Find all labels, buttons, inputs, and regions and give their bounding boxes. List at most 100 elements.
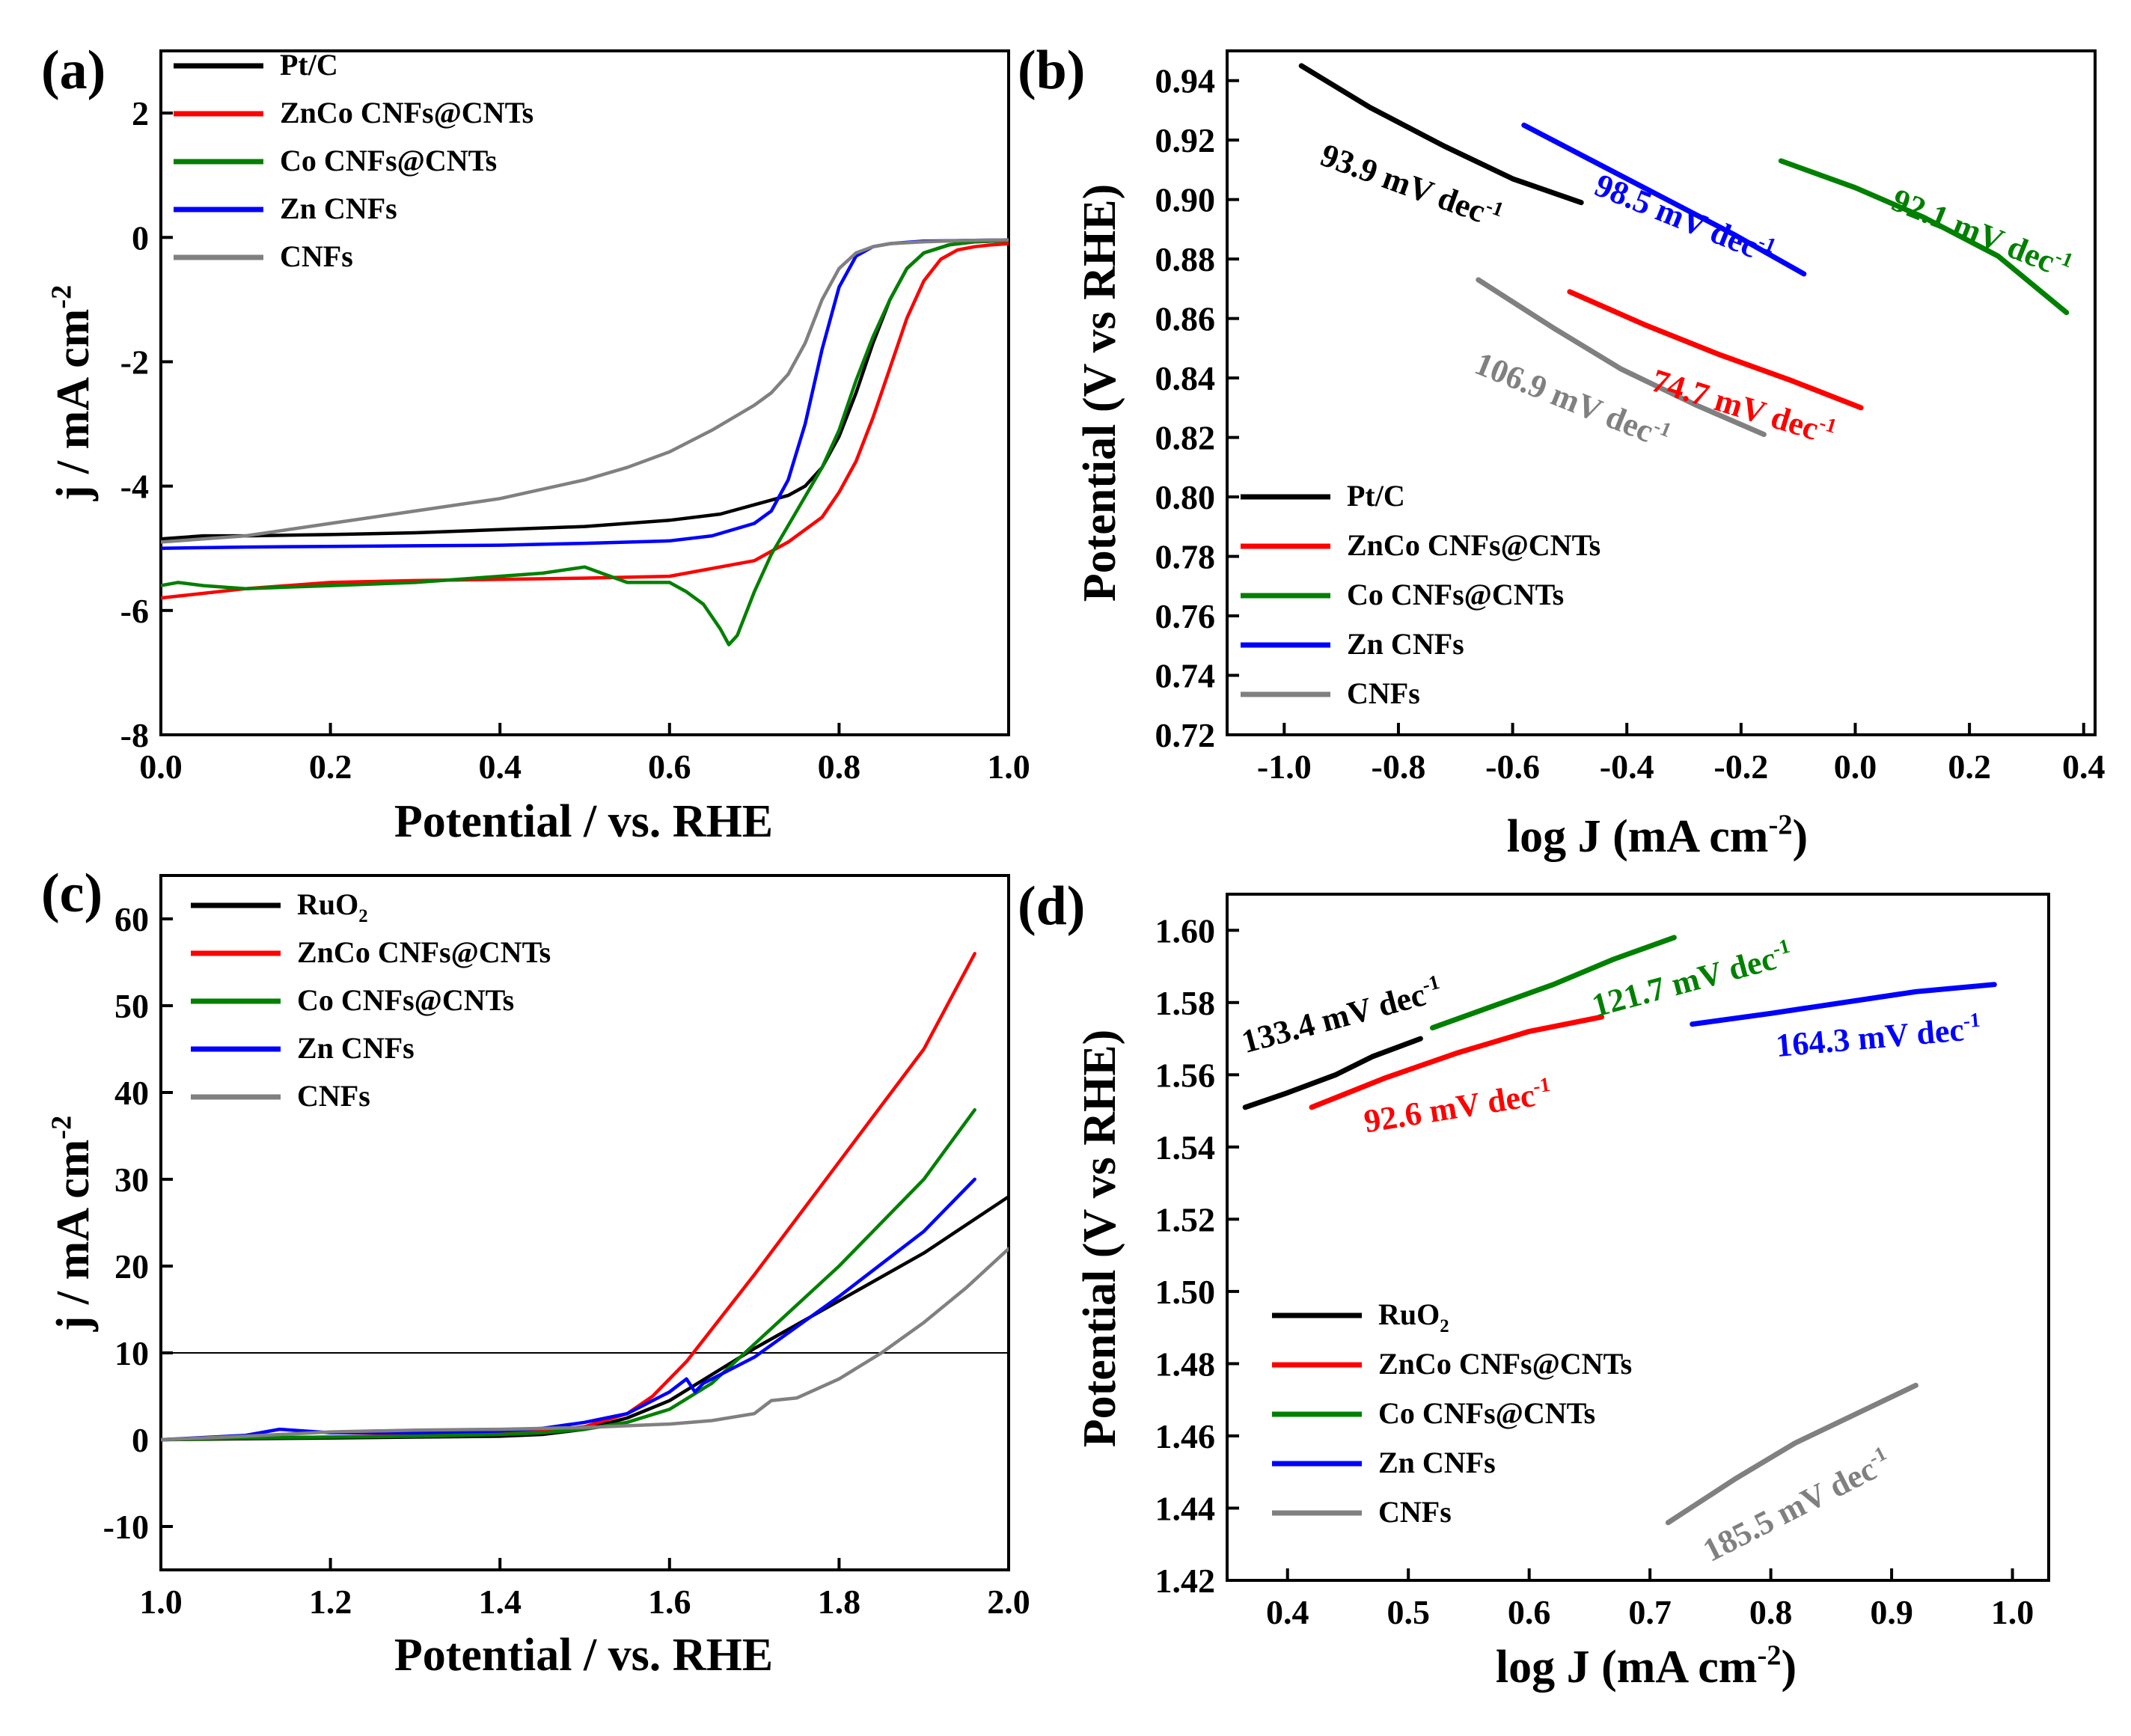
x-axis-label-main: Potential / vs. RHE — [394, 1630, 773, 1681]
legend-label-text: Pt/C — [280, 48, 338, 82]
y-tick-label: 1.46 — [1155, 1417, 1216, 1455]
x-tick-label: -0.6 — [1485, 748, 1540, 786]
x-axis-label: Potential / vs. RHE — [394, 796, 773, 847]
legend-label-text: CNFs — [1347, 676, 1420, 710]
x-tick-label: 0.4 — [478, 748, 522, 786]
tafel-label: 92.1 mV dec-1 — [1887, 180, 2076, 287]
series-line — [161, 952, 976, 1442]
tafel-label-main: 74.7 mV dec — [1648, 362, 1823, 447]
x-tick-label: 2.0 — [987, 1583, 1030, 1621]
legend-label-sub: 2 — [1440, 1316, 1449, 1336]
y-tick-label: 0.90 — [1155, 181, 1216, 219]
series-group — [161, 238, 1009, 647]
legend-label: ZnCo CNFs@CNTs — [1347, 528, 1600, 562]
legend-label: ZnCo CNFs@CNTs — [1378, 1347, 1632, 1381]
series-line — [1242, 1036, 1423, 1110]
y-tick-label: 0.74 — [1155, 657, 1216, 695]
legend-label: ZnCo CNFs@CNTs — [297, 935, 551, 969]
y-axis-label-main: Potential (V vs RHE) — [1074, 1030, 1125, 1448]
x-tick-label: 0.5 — [1386, 1593, 1430, 1631]
y-axis-label: Potential (V vs RHE) — [1074, 184, 1125, 602]
y-tick-label: 0.88 — [1155, 240, 1216, 278]
y-axis-label: Potential (V vs RHE) — [1074, 1030, 1125, 1448]
x-tick-label: 0.4 — [1266, 1593, 1309, 1631]
legend-label-text: Pt/C — [1347, 479, 1405, 513]
legend-label-text: Zn CNFs — [1347, 627, 1464, 661]
legend-label-text: Co CNFs@CNTs — [1347, 578, 1564, 611]
x-tick-label: 0.8 — [1749, 1593, 1793, 1631]
y-axis-label-main: j / mA cm — [48, 1140, 99, 1333]
y-tick-label: -6 — [120, 592, 149, 630]
y-tick-label: 1.48 — [1155, 1345, 1216, 1383]
x-tick-label: -1.0 — [1257, 748, 1312, 786]
x-tick-label: 0.9 — [1870, 1593, 1913, 1631]
tafel-label: 93.9 mV dec-1 — [1316, 135, 1507, 236]
y-tick-label: 1.60 — [1155, 911, 1216, 950]
plot-frame — [159, 49, 1010, 736]
x-tick-label: 0.6 — [1508, 1593, 1551, 1631]
legend-label: CNFs — [1378, 1495, 1452, 1529]
series-line — [161, 239, 1009, 647]
y-tick-label: 1.58 — [1155, 984, 1216, 1022]
panel-d: 0.4 0.5 0.6 0.7 0.8 0.9 1.0 1.42 1.44 1.46 1.48 1.5… — [1018, 875, 2050, 1693]
x-tick-label: 0.7 — [1628, 1593, 1672, 1631]
x-tick-label: -0.4 — [1600, 748, 1654, 786]
y-tick-label: 40 — [114, 1074, 149, 1112]
y-tick-label: 1.52 — [1155, 1200, 1216, 1238]
legend-label-text: CNFs — [1378, 1495, 1452, 1529]
x-tick-label: 1.0 — [1991, 1593, 2034, 1631]
series-line — [161, 1177, 976, 1442]
plot-frame — [1226, 893, 2050, 1582]
y-tick-label: 0.82 — [1155, 419, 1216, 457]
tafel-label-main: 92.6 mV dec — [1362, 1077, 1538, 1140]
tafel-label: 98.5 mV dec-1 — [1590, 165, 1779, 272]
x-tick-label: 0.8 — [818, 748, 861, 786]
series-group — [161, 952, 1009, 1442]
x-axis-label-sup: -2 — [1768, 809, 1792, 840]
x-tick-label: 0.2 — [309, 748, 352, 786]
x-tick-label: 0.6 — [648, 748, 691, 786]
y-tick-label: 0.94 — [1155, 62, 1216, 100]
legend-label-text: ZnCo CNFs@CNTs — [1347, 528, 1600, 562]
tafel-label: 92.6 mV dec-1 — [1361, 1073, 1554, 1140]
y-tick-label: 0.76 — [1155, 597, 1216, 635]
series-line — [1567, 289, 1864, 411]
panel-label: (d) — [1018, 875, 1085, 937]
x-axis-label-main: log J (mA cm — [1496, 1642, 1758, 1693]
tafel-label: 164.3 mV dec-1 — [1774, 1009, 1982, 1064]
x-tick-label: 0.0 — [139, 748, 183, 786]
legend-label-text: Co CNFs@CNTs — [1378, 1396, 1595, 1430]
legend-label: CNFs — [1347, 676, 1420, 710]
x-axis-label-tail: ) — [1781, 1642, 1797, 1693]
x-tick-label: -0.2 — [1713, 748, 1768, 786]
series-line — [1430, 935, 1677, 1031]
legend: Pt/C ZnCo CNFs@CNTs Co CNFs@CNTs Zn CNFs CNF… — [1241, 479, 1600, 710]
series-line — [161, 1107, 976, 1442]
panel-a: 0.0 0.2 0.4 0.6 0.8 1.0 -8 -6 -4 -2 0 2 Pt/C ZnCo CNF… — [41, 40, 1030, 847]
x-axis-label-main: Potential / vs. RHE — [394, 796, 773, 847]
series-line — [1476, 277, 1767, 438]
tafel-label-main: 93.9 mV dec — [1316, 136, 1491, 230]
legend-label-text: ZnCo CNFs@CNTs — [1378, 1347, 1632, 1381]
x-tick-label: 0.2 — [1948, 748, 1991, 786]
legend-label: Co CNFs@CNTs — [297, 983, 514, 1017]
panel-label: (c) — [41, 863, 103, 924]
y-tick-label: 0.86 — [1155, 300, 1216, 338]
series-line — [1298, 63, 1584, 206]
x-axis-label-tail: ) — [1792, 811, 1808, 862]
y-axis-label-main: Potential (V vs RHE) — [1074, 184, 1125, 602]
y-tick-label: 0.80 — [1155, 478, 1216, 516]
tafel-label-main: 185.5 mV dec — [1697, 1451, 1882, 1569]
y-axis-label-main: j / mA cm — [48, 309, 99, 502]
series-line — [1521, 122, 1807, 277]
x-tick-label: 0.4 — [2062, 748, 2106, 786]
tafel-label-sup: -1 — [1532, 1073, 1552, 1098]
tafel-label: 133.4 mV dec-1 — [1238, 971, 1446, 1060]
series-line — [1778, 158, 2070, 316]
tafel-label: 74.7 mV dec-1 — [1648, 361, 1840, 452]
legend-label: Co CNFs@CNTs — [1378, 1396, 1595, 1430]
y-tick-label: 30 — [114, 1161, 149, 1199]
panel-b: -1.0 -0.8 -0.6 -0.4 -0.2 0.0 0.2 0.4 0.72 0.74 0.7… — [1018, 40, 2105, 862]
x-tick-label: 1.6 — [648, 1583, 691, 1621]
